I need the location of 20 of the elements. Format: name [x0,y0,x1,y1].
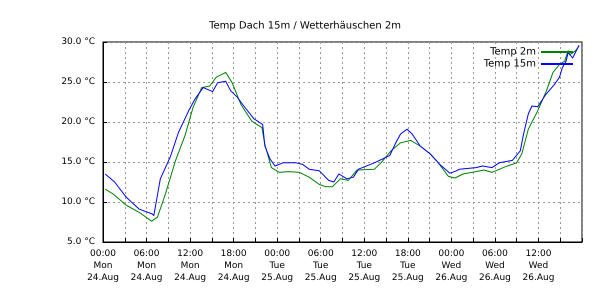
x-tick-label: 00:00 Wed 26.Aug [435,249,468,283]
x-tick-label: 00:00 Tue 25.Aug [261,249,294,283]
y-tick-label: 5.0 °C [67,237,95,247]
x-tick-label: 06:00 Mon 24.Aug [130,249,162,283]
x-tick-label: 12:00 Mon 24.Aug [174,249,206,283]
x-tick-label: 00:00 Mon 24.Aug [87,249,119,283]
x-tick-label: 06:00 Tue 25.Aug [304,249,337,283]
y-tick-label: 10.0 °C [61,197,95,207]
x-tick-label: 18:00 Mon 24.Aug [218,249,250,283]
y-tick-label: 25.0 °C [61,77,95,87]
x-tick-label: 12:00 Wed 26.Aug [522,249,554,283]
x-tick-label: 18:00 Tue 25.Aug [392,249,424,283]
y-tick-label: 20.0 °C [61,117,95,127]
legend-label: Temp 2m [489,46,536,58]
y-tick-label: 15.0 °C [61,157,95,167]
chart-title: Temp Dach 15m / Wetterhäuschen 2m [208,20,401,32]
legend-label: Temp 15m [482,58,536,70]
y-tick-label: 30.0 °C [61,37,95,47]
x-tick-label: 06:00 Wed 26.Aug [478,249,511,283]
x-tick-label: 12:00 Tue 25.Aug [348,249,380,283]
